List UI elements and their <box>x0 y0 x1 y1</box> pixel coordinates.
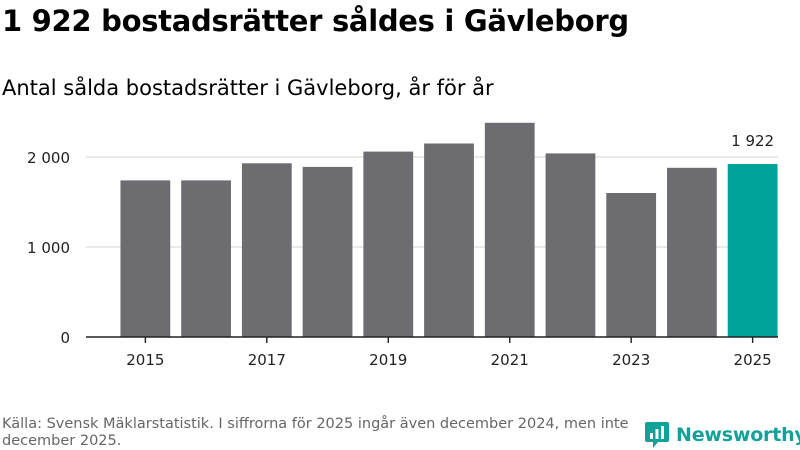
x-tick-label: 2025 <box>734 351 772 369</box>
bar-2023 <box>606 193 657 337</box>
bar-2017 <box>241 163 292 337</box>
bar-2016 <box>181 180 231 337</box>
chart-subtitle: Antal sålda bostadsrätter i Gävleborg, å… <box>2 76 494 100</box>
x-tick-label: 2021 <box>491 351 529 369</box>
bar-2022 <box>545 153 596 337</box>
bar-2020 <box>424 143 474 337</box>
brand-name: Newsworthy <box>676 424 800 446</box>
newsworthy-logo[interactable]: Newsworthy <box>644 420 800 450</box>
bar-chart: 0 1 000 2 000 2015 2017 2019 2021 2023 2025 1 92… <box>27 122 778 369</box>
page-title: 1 922 bostadsrätter såldes i Gävleborg <box>2 4 629 38</box>
bar-2021 <box>484 122 535 337</box>
bar-2024 <box>667 167 717 337</box>
y-tick-label: 2 000 <box>27 149 70 167</box>
x-tick-label: 2023 <box>612 351 650 369</box>
data-labels: 1 922 <box>731 132 774 150</box>
x-tick-label: 2015 <box>126 351 164 369</box>
y-tick-label: 1 000 <box>27 239 70 257</box>
source-note: Källa: Svensk Mäklarstatistik. I siffror… <box>2 416 629 449</box>
bar-2025 <box>727 164 778 337</box>
y-tick-label: 0 <box>60 329 70 347</box>
newsworthy-icon <box>645 422 669 448</box>
bar-2019 <box>363 151 414 337</box>
bars <box>120 122 778 337</box>
data-label: 1 922 <box>731 132 774 150</box>
bar-2018 <box>302 166 353 337</box>
bar-2015 <box>120 180 171 337</box>
x-tick-label: 2019 <box>369 351 407 369</box>
x-tick-label: 2017 <box>248 351 286 369</box>
axes: 0 1 000 2 000 2015 2017 2019 2021 2023 2025 <box>27 149 778 369</box>
